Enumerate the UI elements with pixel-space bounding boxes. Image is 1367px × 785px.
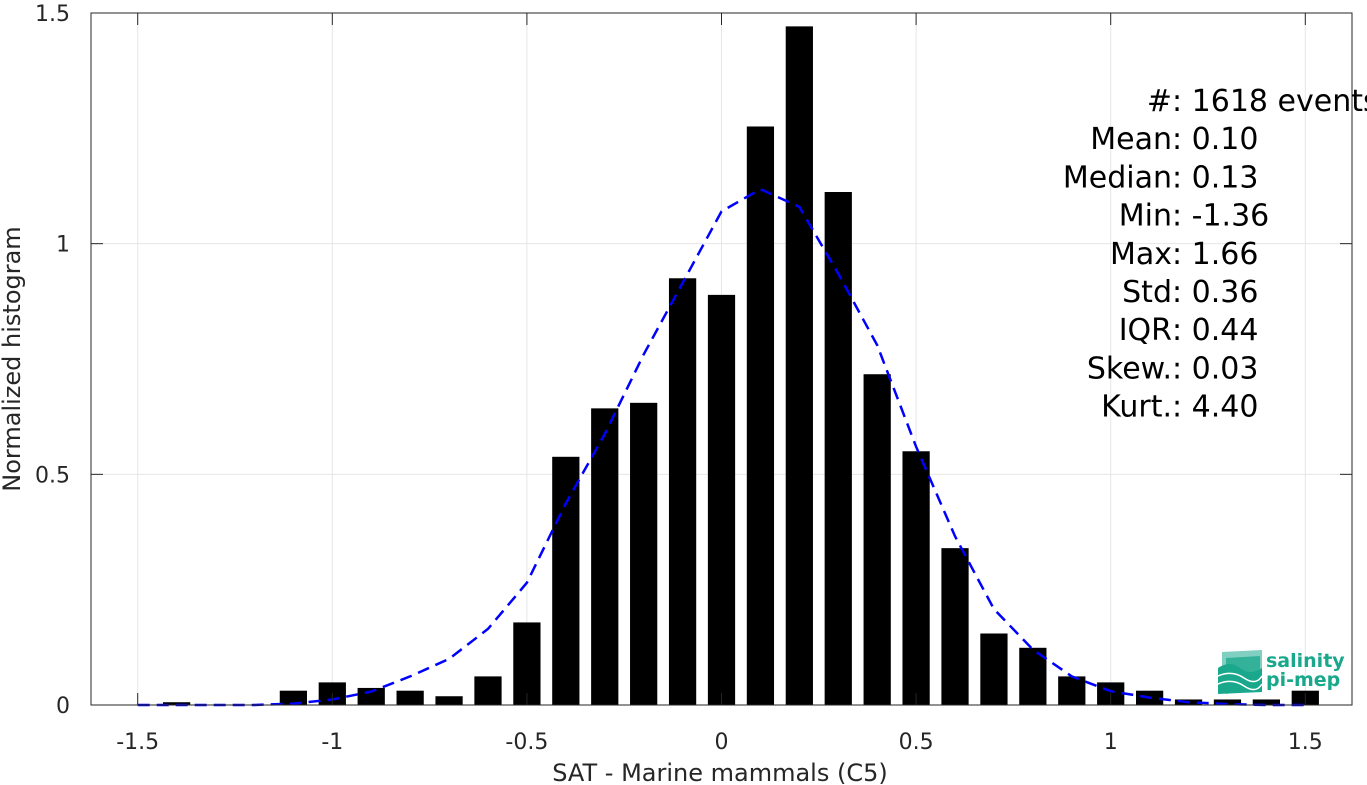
stat-value: : 1.66 [1172,237,1258,272]
stat-label: # [1147,84,1172,119]
histogram-bar [1213,699,1242,705]
x-axis-label: SAT - Marine mammals (C5) [552,759,887,785]
histogram-bar [707,294,736,705]
histogram-bar [902,451,930,705]
logo-text-pi-mep: pi-mep [1266,669,1340,691]
x-tick-labels: -1.5 -1 -0.5 0 0.5 1 1.5 [116,730,1323,755]
histogram-bar [863,374,891,705]
y-tick-label: 1.5 [35,2,70,27]
histogram-bar [474,676,502,705]
y-tick-labels: 0 0.5 1 1.5 [35,2,70,719]
logo-wave-icon [1217,650,1263,694]
stat-value: : 0.44 [1172,313,1258,348]
histogram-bar [824,191,852,706]
stat-label: Skew. [1087,351,1172,386]
stat-value: : 1618 events [1172,84,1367,119]
histogram-bar [513,622,541,705]
stat-label: Kurt. [1101,390,1172,425]
y-tick-label: 0 [56,694,70,719]
histogram-bar [357,687,385,705]
histogram-bar [630,402,658,705]
stat-value: : -1.36 [1172,199,1269,234]
histogram-bar [163,702,191,705]
x-tick-label: 1 [1104,730,1118,755]
histogram-bars [163,26,1319,706]
histogram-bar [279,690,308,705]
stat-label: Mean [1090,122,1172,157]
histogram-bar [941,548,969,705]
stat-label: IQR [1119,313,1172,348]
x-tick-label: 0 [715,730,729,755]
x-tick-label: -1.5 [116,730,159,755]
y-tick-label: 1 [56,233,70,258]
histogram-bar [435,696,463,705]
histogram-bar [980,633,1008,705]
histogram-bar [552,456,580,705]
stat-label: Std [1122,275,1172,310]
histogram-bar [746,126,775,706]
salinity-pi-mep-logo: salinity pi-mep [1217,650,1345,694]
logo-text-salinity: salinity [1266,650,1345,672]
stat-label: Median [1063,160,1172,195]
x-tick-label: 1.5 [1288,730,1323,755]
stat-value: : 0.10 [1172,122,1258,157]
stat-value: : 0.03 [1172,351,1258,386]
y-tick-label: 0.5 [35,463,70,488]
histogram-bar [785,26,813,706]
stat-label: Min [1119,199,1172,234]
x-tick-label: 0.5 [899,730,934,755]
y-axis-label: Normalized histogram [0,226,26,491]
histogram-bar [591,408,619,705]
stat-value: : 0.36 [1172,275,1258,310]
stat-label: Max [1110,237,1172,272]
histogram-bar [1252,699,1280,705]
x-tick-label: -1 [321,730,343,755]
stat-value: : 0.13 [1172,160,1258,195]
stat-value: : 4.40 [1172,390,1258,425]
axes [90,12,1353,706]
histogram-bar [1058,676,1086,705]
histogram-bar [396,690,424,705]
histogram-bar [668,278,697,705]
x-tick-label: -0.5 [505,730,548,755]
